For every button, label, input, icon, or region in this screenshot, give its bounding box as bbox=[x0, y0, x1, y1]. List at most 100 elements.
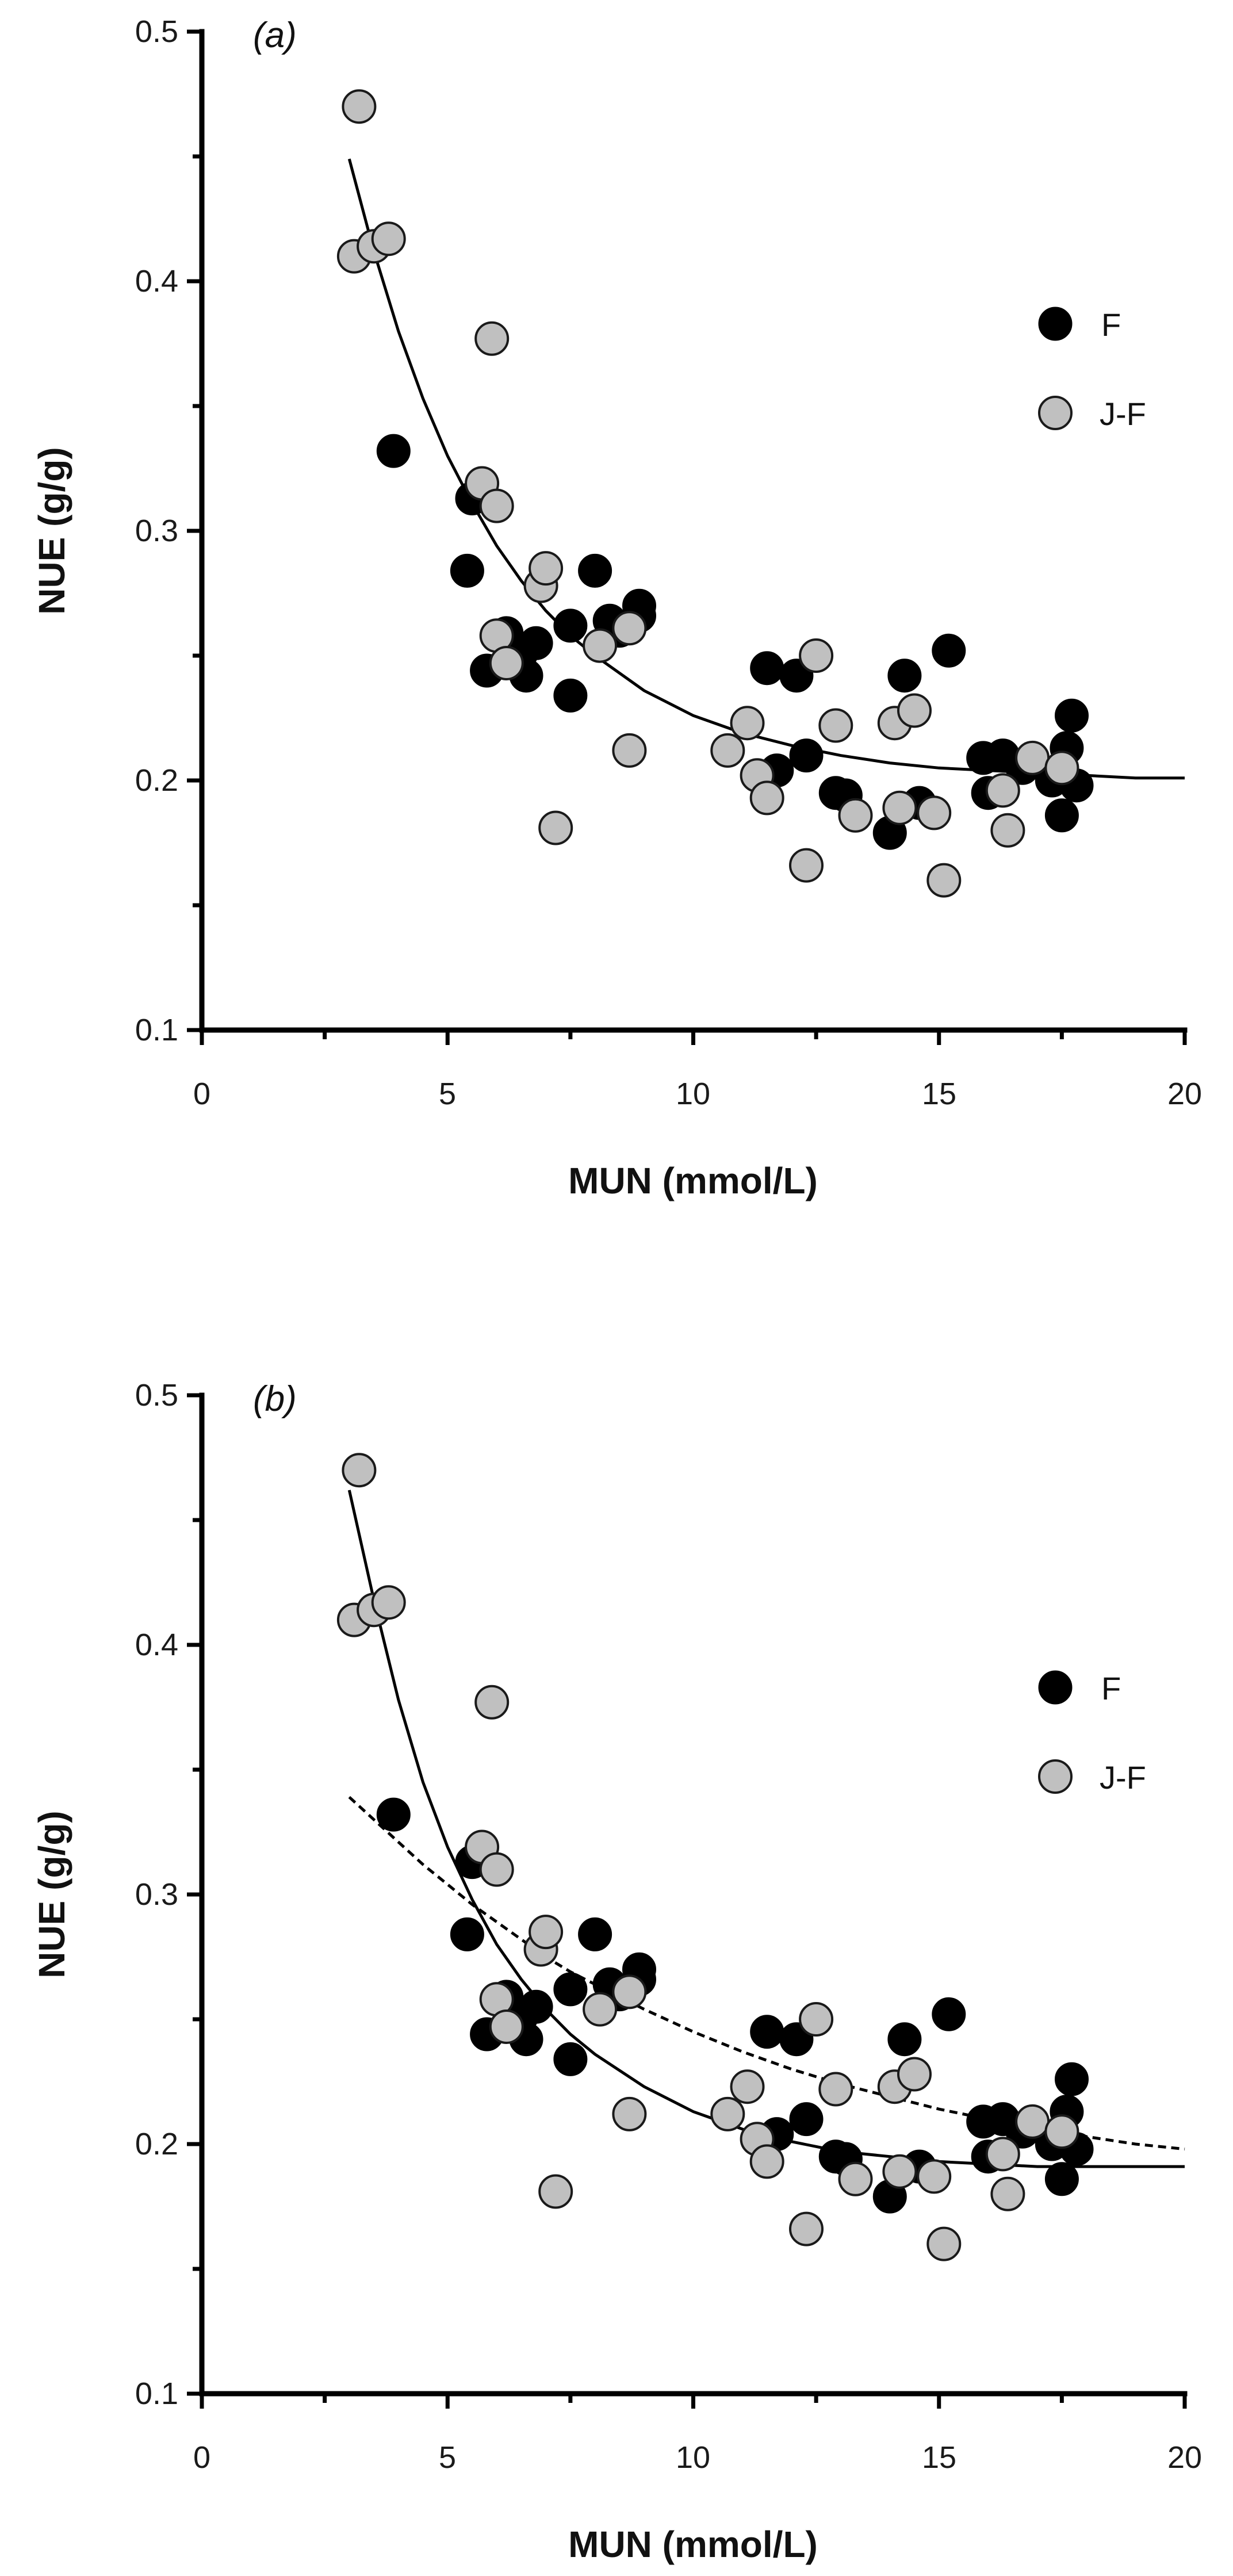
data-point-jf bbox=[990, 2176, 1025, 2211]
x-tick-label: 0 bbox=[193, 1077, 210, 1111]
data-point-f bbox=[519, 626, 553, 660]
data-point-jf bbox=[818, 2072, 853, 2107]
legend-a: F J-F bbox=[1038, 307, 1146, 432]
data-point-f bbox=[789, 2102, 824, 2137]
x-tick-label: 10 bbox=[676, 1077, 710, 1111]
data-point-jf bbox=[985, 2137, 1020, 2172]
data-point-jf bbox=[474, 321, 510, 356]
data-point-jf bbox=[1015, 2104, 1050, 2139]
data-point-jf bbox=[917, 795, 952, 830]
data-point-jf bbox=[612, 2096, 647, 2131]
axis-ticks-b bbox=[187, 1393, 1187, 2409]
y-tick-label: 0.1 bbox=[135, 2376, 178, 2411]
x-tick-label: 15 bbox=[922, 1077, 956, 1111]
data-point-jf bbox=[529, 551, 564, 586]
data-point-jf bbox=[799, 638, 834, 673]
data-point-jf bbox=[882, 2154, 917, 2189]
legend-label-jf: J-F bbox=[1100, 396, 1146, 432]
data-point-f bbox=[519, 1989, 553, 2024]
y-tick-label: 0.5 bbox=[135, 14, 178, 49]
data-point-jf bbox=[1044, 2114, 1079, 2149]
data-point-jf bbox=[583, 628, 618, 663]
data-point-f bbox=[887, 659, 922, 693]
plot-area-a bbox=[336, 89, 1185, 898]
data-point-jf bbox=[371, 1585, 406, 1620]
data-point-f bbox=[578, 1917, 612, 1951]
data-point-f bbox=[553, 2042, 588, 2076]
y-axis-title-b: NUE (g/g) bbox=[31, 1811, 72, 1978]
data-point-jf bbox=[479, 1852, 514, 1887]
data-point-f bbox=[376, 434, 411, 468]
data-point-f bbox=[789, 738, 824, 773]
plot-area-b bbox=[336, 1453, 1185, 2261]
data-point-jf bbox=[730, 706, 765, 741]
x-tick-label: 15 bbox=[922, 2440, 956, 2475]
data-point-f bbox=[450, 553, 484, 588]
panel-label-a: (a) bbox=[253, 16, 297, 55]
data-point-jf bbox=[818, 708, 853, 743]
x-tick-label: 10 bbox=[676, 2440, 710, 2475]
data-point-jf bbox=[479, 488, 514, 523]
panel-label-b: (b) bbox=[253, 1379, 297, 1419]
data-point-f bbox=[1055, 2062, 1089, 2096]
y-tick-label: 0.5 bbox=[135, 1378, 178, 1413]
data-point-jf bbox=[342, 1453, 377, 1488]
legend-label-f: F bbox=[1101, 307, 1121, 343]
data-point-jf bbox=[789, 2211, 824, 2246]
data-point-jf bbox=[538, 810, 573, 845]
y-tick-label: 0.4 bbox=[135, 1628, 178, 1662]
data-point-jf bbox=[489, 646, 524, 680]
fit-curve-solid bbox=[347, 1490, 1185, 2168]
data-point-jf bbox=[730, 2069, 765, 2104]
y-tick-label: 0.4 bbox=[135, 264, 178, 298]
data-point-jf bbox=[897, 2057, 932, 2092]
data-point-jf bbox=[612, 611, 647, 646]
x-axis-title-b: MUN (mmol/L) bbox=[568, 2524, 818, 2565]
data-point-jf bbox=[583, 1992, 618, 2027]
legend-b: F J-F bbox=[1038, 1670, 1146, 1796]
data-point-f bbox=[1044, 2162, 1079, 2196]
panel-a: (a) 0.5 0.4 0.3 0.2 0.1 0 5 10 15 20 MUN… bbox=[31, 14, 1202, 1201]
data-point-jf bbox=[990, 813, 1025, 848]
data-point-f bbox=[553, 1972, 588, 2007]
legend-label-f: F bbox=[1101, 1670, 1121, 1706]
data-point-jf bbox=[926, 863, 962, 898]
x-tick-label: 20 bbox=[1167, 1077, 1202, 1111]
legend-label-jf: J-F bbox=[1100, 1759, 1146, 1796]
x-tick-label: 20 bbox=[1167, 2440, 1202, 2475]
data-point-jf bbox=[838, 798, 873, 833]
data-point-f bbox=[932, 1997, 966, 2031]
panel-b: (b) 0.5 0.4 0.3 0.2 0.1 0 5 10 15 20 MUN… bbox=[31, 1378, 1202, 2565]
data-point-jf bbox=[1015, 740, 1050, 775]
data-point-jf bbox=[612, 733, 647, 768]
x-tick-label: 5 bbox=[439, 1077, 456, 1111]
x-tick-label: 5 bbox=[439, 2440, 456, 2475]
x-tick-label: 0 bbox=[193, 2440, 210, 2475]
data-point-jf bbox=[529, 1915, 564, 1950]
data-point-f bbox=[750, 651, 784, 686]
legend-marker-jf bbox=[1038, 1759, 1073, 1794]
data-point-jf bbox=[710, 2096, 745, 2131]
data-point-jf bbox=[789, 848, 824, 883]
data-point-jf bbox=[799, 2002, 834, 2037]
data-point-f bbox=[578, 553, 612, 588]
data-point-f bbox=[1044, 798, 1079, 833]
data-point-f bbox=[932, 633, 966, 668]
x-axis-title-a: MUN (mmol/L) bbox=[568, 1160, 818, 1201]
data-point-f bbox=[376, 1797, 411, 1832]
data-point-jf bbox=[538, 2174, 573, 2209]
data-point-jf bbox=[838, 2161, 873, 2196]
data-point-jf bbox=[612, 1974, 647, 2009]
legend-marker-f bbox=[1038, 307, 1073, 341]
data-point-jf bbox=[342, 89, 377, 124]
data-point-jf bbox=[749, 780, 784, 816]
data-point-jf bbox=[917, 2159, 952, 2194]
data-point-jf bbox=[474, 1685, 510, 1720]
data-point-f bbox=[750, 2015, 784, 2049]
data-point-jf bbox=[371, 221, 406, 257]
data-point-jf bbox=[882, 790, 917, 825]
data-point-jf bbox=[897, 693, 932, 728]
data-point-f bbox=[887, 2022, 922, 2057]
data-point-jf bbox=[489, 2009, 524, 2044]
